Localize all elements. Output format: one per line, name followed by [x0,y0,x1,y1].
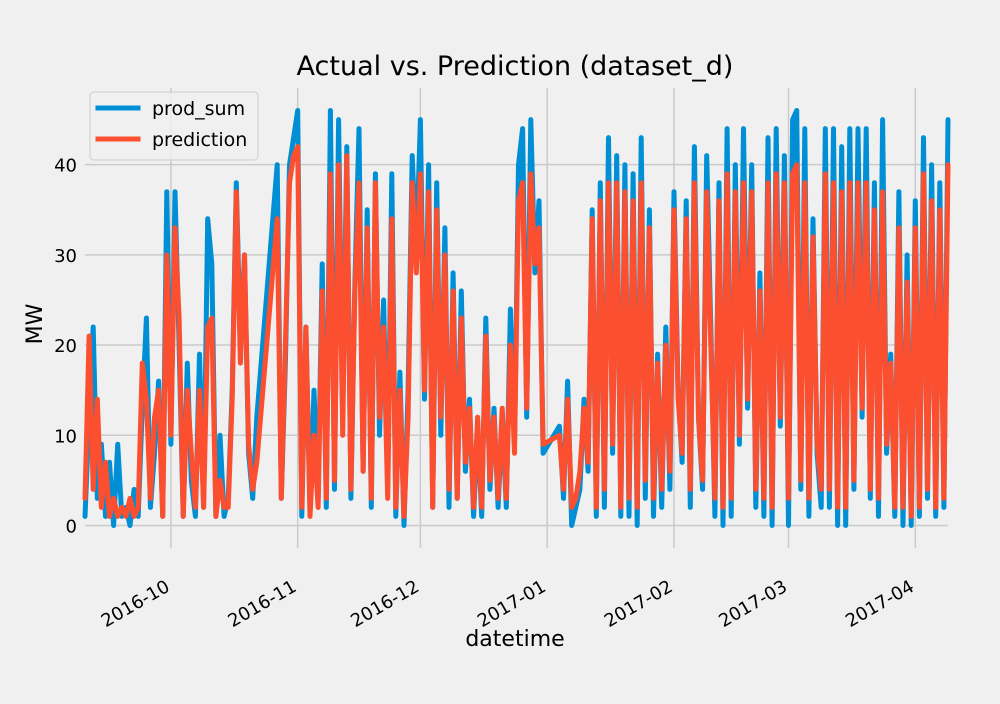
series-line-prod-sum [82,108,951,528]
legend-label-prod-sum: prod_sum [152,98,245,120]
y-tick-label: 30 [54,246,77,267]
y-tick-label: 10 [54,426,77,447]
x-axis-label: datetime [465,627,564,652]
series-lines [82,108,951,528]
y-tick-label: 20 [54,336,77,357]
y-tick-label: 0 [66,516,77,537]
chart-title: Actual vs. Prediction (dataset_d) [297,51,734,82]
series-line-prediction [82,144,951,519]
y-tick-label: 40 [54,156,77,177]
legend: prod_sum prediction [89,91,259,161]
y-axis-ticks: 0 10 20 30 40 [54,156,77,538]
legend-label-prediction: prediction [152,129,247,151]
y-axis-label: MW [23,303,48,344]
